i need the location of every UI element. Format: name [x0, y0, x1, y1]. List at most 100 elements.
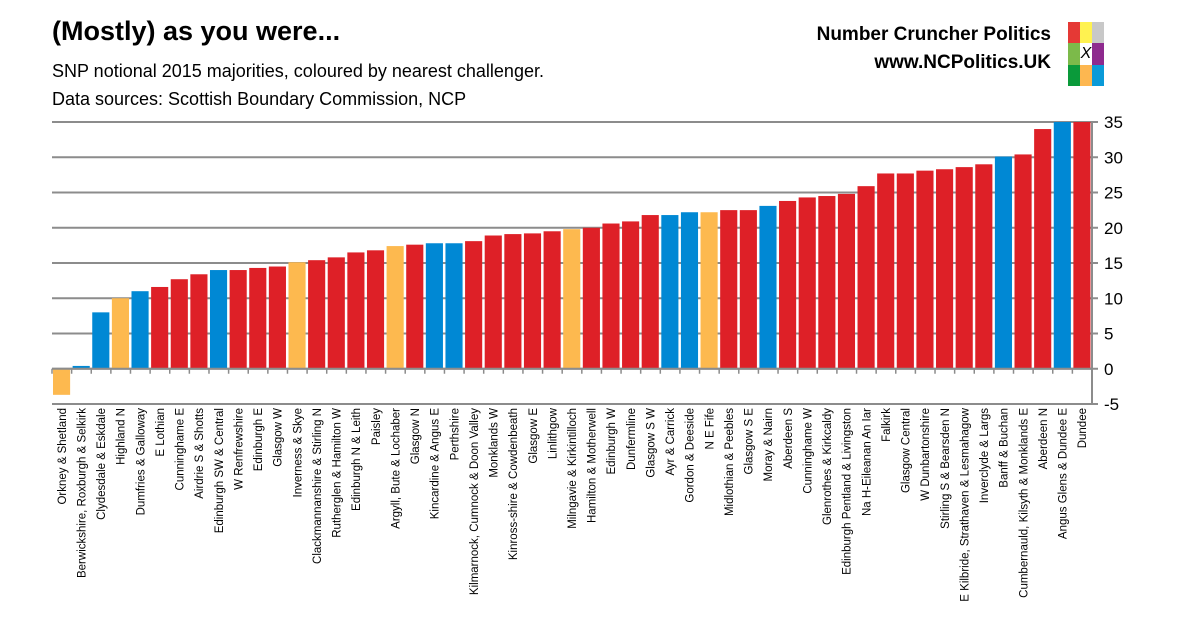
x-tick-label: Dunfermline: [626, 408, 638, 470]
x-tick-label: Milngavie & Kirkintilloch: [567, 408, 579, 529]
x-tick-label: W Renfrewshire: [233, 408, 245, 490]
bar: [386, 246, 404, 369]
bar: [622, 221, 640, 369]
x-tick-label: W Dunbartonshire: [920, 408, 932, 501]
data-sources: Data sources: Scottish Boundary Commissi…: [52, 89, 467, 109]
logo-cell: [1080, 64, 1092, 86]
x-tick-label: Edinburgh SW & Central: [214, 408, 226, 533]
x-tick-label: Aberdeen N: [1038, 408, 1050, 469]
x-tick-label: Kilmarnock, Cumnock & Doon Valley: [469, 408, 481, 595]
bar: [916, 170, 934, 369]
bar: [308, 260, 326, 369]
bar: [288, 262, 306, 369]
logo-cell: [1092, 43, 1104, 65]
x-tick-label: Highland N: [116, 408, 128, 465]
x-tick-label: Edinburgh Pentland & Livingston: [842, 408, 854, 575]
x-tick-label: Kinross-shire & Cowdenbeath: [508, 408, 520, 560]
logo-cell: [1092, 22, 1104, 44]
y-tick-label: 10: [1104, 289, 1123, 308]
bar: [484, 235, 502, 369]
x-tick-label: Glasgow S E: [744, 408, 756, 475]
bar: [896, 173, 914, 369]
bar: [92, 312, 110, 369]
bar: [111, 298, 129, 369]
brand-name: Number Cruncher Politics: [816, 24, 1051, 45]
x-tick-label: Cunninghame W: [802, 408, 814, 494]
bar: [857, 186, 875, 369]
bar: [425, 243, 443, 369]
bar: [523, 233, 542, 369]
bar: [818, 196, 836, 369]
bar: [759, 205, 777, 369]
chart-title: (Mostly) as you were...: [52, 16, 341, 46]
bar: [779, 200, 797, 369]
x-tick-label: Perthshire: [449, 408, 461, 460]
bar: [465, 241, 483, 369]
bar: [151, 286, 169, 369]
y-tick-label: 35: [1104, 113, 1123, 132]
x-tick-label: Hamilton & Motherwell: [587, 408, 599, 523]
bar: [1053, 122, 1071, 369]
x-tick-label: Angus Glens & Dundee E: [1058, 408, 1070, 539]
bar: [504, 234, 522, 369]
bar: [72, 365, 90, 369]
y-tick-label: 5: [1104, 325, 1113, 344]
y-tick-label: 30: [1104, 148, 1123, 167]
bar: [680, 212, 699, 369]
x-tick-label: Clydesdale & Eskdale: [96, 408, 108, 520]
bar: [739, 210, 757, 369]
x-tick-label: E Kilbride, Strathaven & Lesmahagow: [959, 407, 971, 601]
logo-x-mark: X: [1080, 43, 1092, 65]
x-tick-label: Glasgow N: [410, 408, 422, 464]
x-tick-label: Gordon & Deeside: [685, 408, 697, 503]
y-tick-label: 15: [1104, 254, 1123, 273]
x-tick-label: Edinburgh E: [253, 408, 265, 472]
bar: [994, 156, 1013, 369]
x-tick-label: Orkney & Shetland: [57, 408, 69, 505]
bar: [249, 267, 267, 369]
x-tick-label: Midlothian & Peebles: [724, 408, 736, 516]
y-tick-label: 25: [1104, 184, 1123, 203]
x-tick-label: Airdrie S & Shotts: [194, 408, 206, 499]
brand-url[interactable]: www.NCPolitics.UK: [874, 52, 1051, 73]
ncp-logo: X: [1068, 22, 1104, 86]
x-tick-label: Stirling S & Bearsden N: [940, 408, 952, 529]
x-tick-label: Edinburgh W: [606, 408, 618, 475]
bar: [1014, 154, 1032, 369]
logo-cell: [1068, 64, 1080, 86]
bar: [131, 291, 149, 369]
bar: [720, 210, 738, 369]
bar: [1034, 129, 1052, 369]
bar: [53, 368, 71, 395]
bar: [347, 252, 365, 369]
bar: [190, 274, 208, 369]
x-tick-label: Monklands W: [489, 408, 501, 478]
bar: [975, 164, 993, 369]
bar: [563, 229, 581, 369]
logo-cell: [1080, 22, 1092, 44]
bar: [602, 223, 620, 369]
x-tick-label: Inverness & Skye: [292, 408, 304, 497]
logo-cell: [1068, 22, 1080, 44]
bar: [582, 227, 600, 369]
x-tick-label: Glenrothes & Kirkcaldy: [822, 408, 834, 525]
bar: [1073, 122, 1091, 369]
bar: [661, 215, 679, 369]
x-tick-label: Kincardine & Angus E: [430, 408, 442, 520]
x-tick-label: Dumfries & Galloway: [135, 408, 147, 516]
x-tick-label: Glasgow W: [273, 408, 285, 467]
bar: [955, 167, 973, 369]
bar: [170, 279, 188, 369]
x-tick-label: Glasgow E: [528, 408, 540, 464]
x-tick-label: Na H-Eileanan An Iar: [861, 408, 873, 516]
x-tick-label: Glasgow S W: [645, 408, 657, 478]
x-tick-label: Paisley: [371, 408, 383, 445]
bar: [366, 250, 385, 369]
y-tick-label: 20: [1104, 219, 1123, 238]
bar: [406, 244, 424, 369]
bar: [229, 270, 247, 369]
bar: [445, 243, 463, 369]
x-tick-label: Ayr & Carrick: [665, 408, 677, 476]
